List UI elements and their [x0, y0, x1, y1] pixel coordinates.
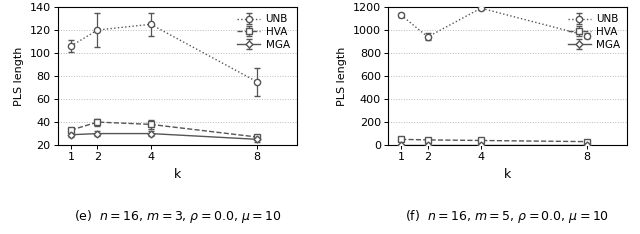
Text: (e)  $n = 16$, $m = 3$, $\rho = 0.0$, $\mu = 10$: (e) $n = 16$, $m = 3$, $\rho = 0.0$, $\m…: [74, 208, 281, 225]
Y-axis label: PLS length: PLS length: [14, 46, 24, 106]
Legend: UNB, HVA, MGA: UNB, HVA, MGA: [566, 12, 622, 52]
Legend: UNB, HVA, MGA: UNB, HVA, MGA: [236, 12, 292, 52]
Text: (f)  $n = 16$, $m = 5$, $\rho = 0.0$, $\mu = 10$: (f) $n = 16$, $m = 5$, $\rho = 0.0$, $\m…: [406, 208, 609, 225]
Y-axis label: PLS length: PLS length: [337, 46, 348, 106]
X-axis label: k: k: [173, 168, 181, 181]
X-axis label: k: k: [504, 168, 511, 181]
